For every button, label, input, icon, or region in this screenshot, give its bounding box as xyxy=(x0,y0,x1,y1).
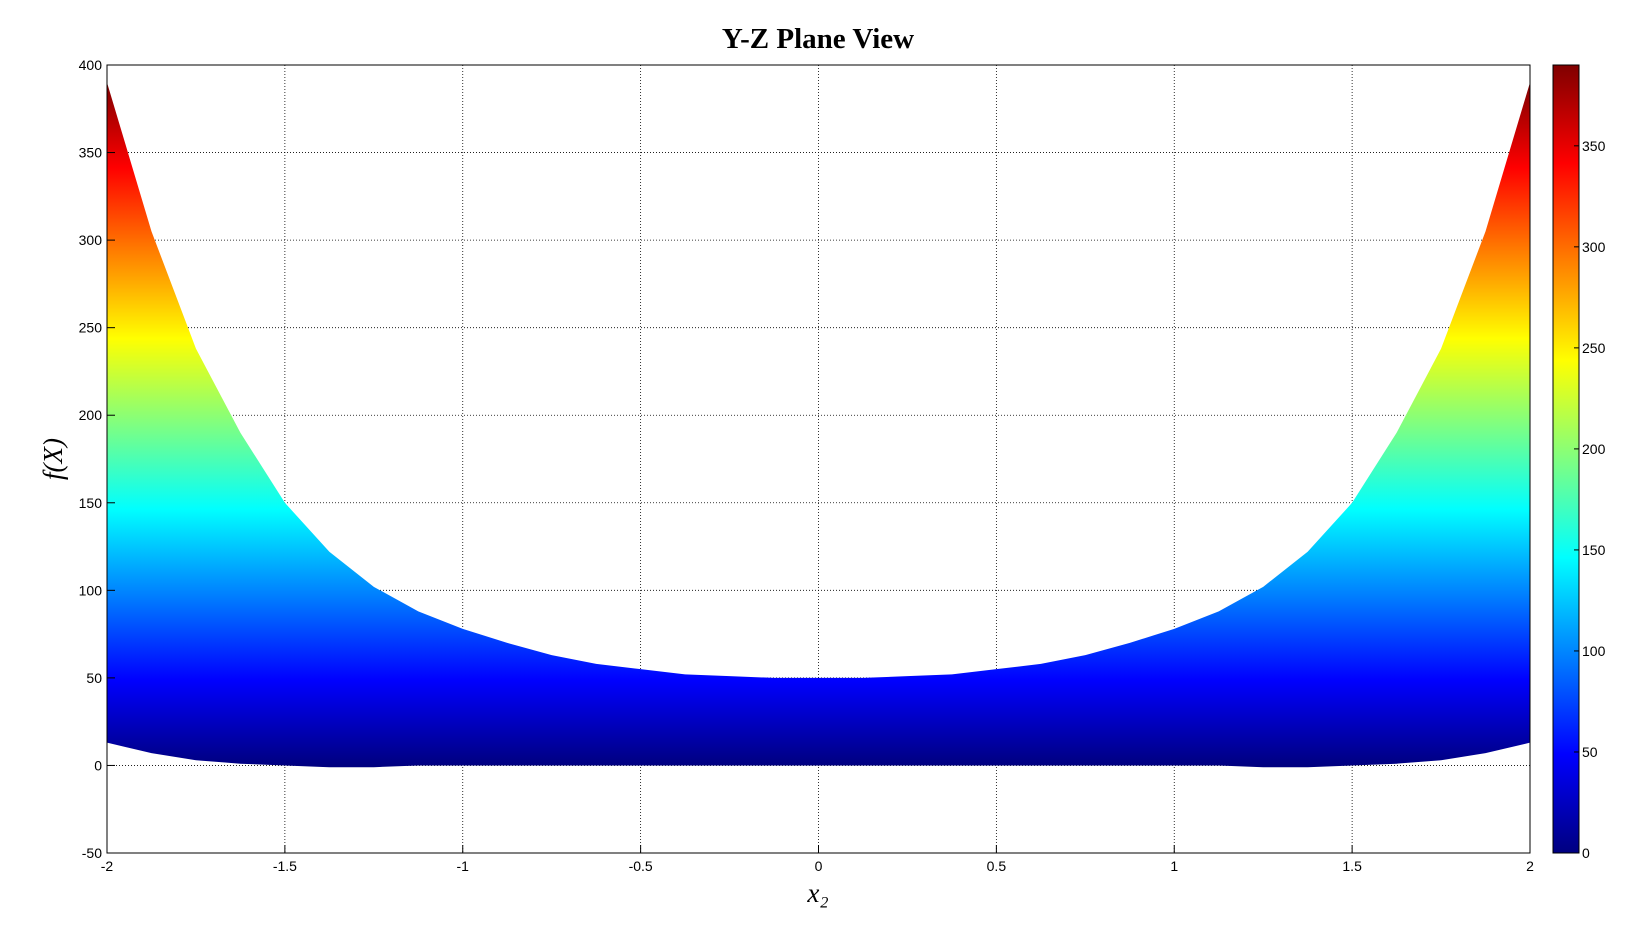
x-tick-label: -2 xyxy=(101,858,114,874)
y-tick-label: 400 xyxy=(79,57,103,73)
colorbar-tick-label: 250 xyxy=(1582,340,1606,356)
colorbar-tick-label: 100 xyxy=(1582,643,1606,659)
x-tick-label: 0.5 xyxy=(987,858,1007,874)
x-axis-label: x₂ xyxy=(806,878,828,908)
chart-title: Y-Z Plane View xyxy=(722,23,914,55)
x-tick-label: -0.5 xyxy=(629,858,653,874)
y-tick-label: 250 xyxy=(79,320,103,336)
y-axis-label: f(X) xyxy=(38,438,68,480)
colorbar-tick-label: 300 xyxy=(1582,239,1606,255)
y-tick-label: 150 xyxy=(79,495,103,511)
y-tick-label: 300 xyxy=(79,232,103,248)
x-tick-label: 1 xyxy=(1170,858,1178,874)
colorbar-tick-label: 0 xyxy=(1582,845,1590,861)
colorbar-tick-label: 200 xyxy=(1582,441,1606,457)
y-tick-label: 0 xyxy=(94,757,102,773)
colorbar-tick-label: 150 xyxy=(1582,542,1606,558)
surface-area xyxy=(107,82,1530,768)
colorbar-tick-label: 50 xyxy=(1582,744,1598,760)
y-tick-label: 100 xyxy=(79,582,103,598)
x-tick-label: -1.5 xyxy=(273,858,297,874)
x-tick-label: 1.5 xyxy=(1342,858,1362,874)
y-tick-label: 50 xyxy=(86,670,102,686)
x-tick-label: -1 xyxy=(457,858,470,874)
x-tick-label: 2 xyxy=(1526,858,1534,874)
colorbar xyxy=(1552,64,1580,854)
y-tick-label: 200 xyxy=(79,407,103,423)
x-tick-label: 0 xyxy=(815,858,823,874)
colorbar-tick-label: 350 xyxy=(1582,138,1606,154)
y-tick-label: -50 xyxy=(82,845,102,861)
y-tick-label: 350 xyxy=(79,145,103,161)
